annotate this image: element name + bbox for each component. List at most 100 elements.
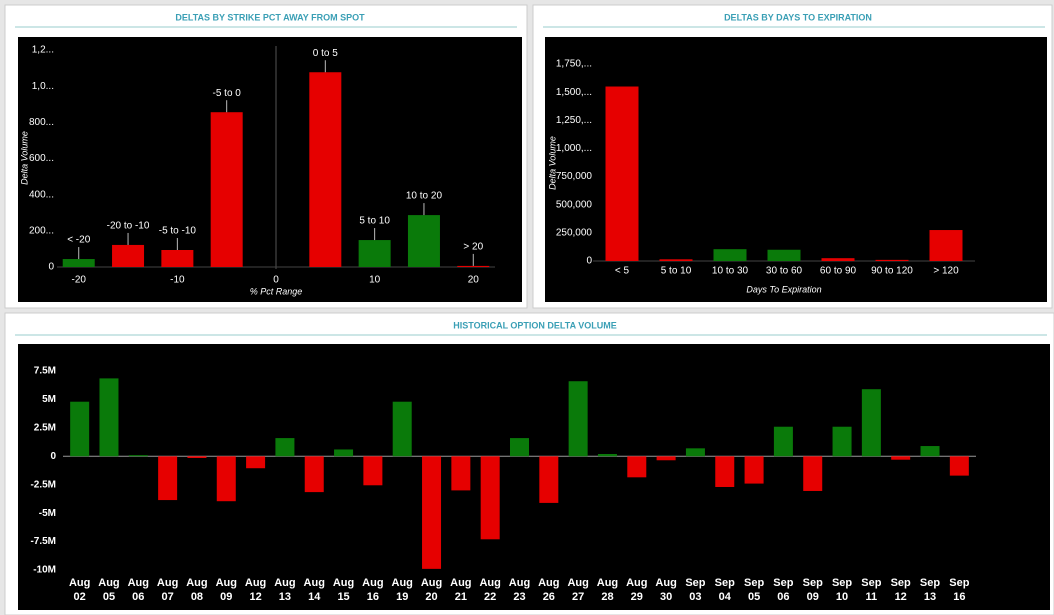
x-tick-label: Sep 06 xyxy=(773,577,794,603)
x-tick-label: Aug 26 xyxy=(538,577,560,603)
x-tick-label: 60 to 90 xyxy=(820,266,857,277)
y-tick-label: -7.5M xyxy=(30,536,56,547)
y-tick-label: 1,0... xyxy=(32,81,54,92)
bar xyxy=(891,456,911,460)
x-tick-label: 0 xyxy=(273,275,279,286)
bar xyxy=(112,244,145,267)
data-label: 5 to 10 xyxy=(359,216,390,227)
x-tick-label: Aug 09 xyxy=(215,577,237,603)
x-axis-label: Days To Expiration xyxy=(746,284,821,294)
bar xyxy=(821,258,855,261)
bar xyxy=(949,456,969,476)
bar xyxy=(832,426,852,457)
y-tick-label: -2.5M xyxy=(30,479,56,490)
bar xyxy=(861,389,881,457)
bar xyxy=(875,259,909,261)
x-tick-label: Sep 09 xyxy=(802,577,823,603)
bar xyxy=(99,378,119,457)
bar xyxy=(929,230,963,261)
bar xyxy=(451,456,471,491)
x-tick-label: Aug 23 xyxy=(508,577,531,603)
y-tick-label: 600... xyxy=(29,153,54,164)
x-tick-label: 5 to 10 xyxy=(661,266,692,277)
y-tick-label: -5M xyxy=(39,508,56,519)
y-tick-label: 1,750,... xyxy=(556,59,592,70)
bar xyxy=(803,456,823,491)
x-tick-label: Aug 16 xyxy=(362,577,384,603)
x-tick-label: Aug 05 xyxy=(98,577,120,603)
x-tick-label: Sep 05 xyxy=(743,577,765,603)
bar xyxy=(187,456,207,458)
data-label: 0 to 5 xyxy=(313,48,338,59)
bar xyxy=(659,259,693,261)
y-tick-label: 2.5M xyxy=(34,422,56,433)
bar xyxy=(539,456,559,503)
x-tick-label: -20 xyxy=(72,275,87,286)
x-tick-label: Sep 04 xyxy=(714,577,735,603)
data-label: -5 to -10 xyxy=(159,226,197,237)
x-axis-label: % Pct Range xyxy=(250,286,303,296)
x-tick-label: Aug 02 xyxy=(68,577,91,603)
y-tick-label: 200... xyxy=(29,225,54,236)
data-label: < -20 xyxy=(67,235,91,246)
x-tick-label: Aug 20 xyxy=(420,577,443,603)
bar xyxy=(457,265,490,267)
bar xyxy=(128,455,148,457)
bar xyxy=(363,456,383,486)
y-tick-label: 750,000 xyxy=(556,171,593,182)
y-tick-label: 800... xyxy=(29,117,54,128)
bar xyxy=(767,249,801,261)
x-tick-label: Aug 13 xyxy=(274,577,296,603)
y-tick-label: 7.5M xyxy=(34,366,56,377)
chart-title: DELTAS BY DAYS TO EXPIRATION xyxy=(724,12,872,22)
y-tick-label: 1,2... xyxy=(32,45,54,56)
bar xyxy=(605,86,639,261)
data-label: 10 to 20 xyxy=(406,191,443,202)
y-tick-label: 250,000 xyxy=(556,227,593,238)
chart-title: HISTORICAL OPTION DELTA VOLUME xyxy=(453,320,617,330)
bar xyxy=(597,454,617,457)
x-tick-label: Aug 22 xyxy=(479,577,501,603)
y-tick-label: 1,500,... xyxy=(556,87,592,98)
x-tick-label: Aug 07 xyxy=(156,577,179,603)
data-label: > 20 xyxy=(463,242,483,253)
x-tick-label: Sep 13 xyxy=(919,577,941,603)
bar xyxy=(627,456,647,478)
x-tick-label: Aug 28 xyxy=(596,577,619,603)
bar xyxy=(216,456,236,502)
x-tick-label: Sep 03 xyxy=(685,577,706,603)
bar xyxy=(334,449,354,457)
bar xyxy=(161,250,194,267)
y-tick-label: 400... xyxy=(29,189,54,200)
bar xyxy=(304,456,324,493)
y-tick-label: 500,000 xyxy=(556,199,593,210)
x-tick-label: Aug 29 xyxy=(626,577,648,603)
x-tick-label: Aug 06 xyxy=(127,577,149,603)
x-tick-label: 30 to 60 xyxy=(766,266,803,277)
y-tick-label: 0 xyxy=(48,262,54,273)
bar xyxy=(656,456,676,461)
data-label: -5 to 0 xyxy=(213,88,242,99)
y-tick-label: 0 xyxy=(50,451,56,462)
bar xyxy=(70,401,90,457)
x-tick-label: 10 to 30 xyxy=(712,266,749,277)
bar xyxy=(62,259,95,267)
x-tick-label: 10 xyxy=(369,275,381,286)
y-tick-label: 1,000,... xyxy=(556,143,592,154)
x-tick-label: Sep 16 xyxy=(949,577,970,603)
bar xyxy=(358,240,391,267)
y-tick-label: 5M xyxy=(42,394,56,405)
x-tick-label: Aug 30 xyxy=(655,577,677,603)
x-tick-label: Aug 14 xyxy=(303,577,325,603)
x-tick-label: Aug 12 xyxy=(244,577,267,603)
y-tick-label: 0 xyxy=(586,256,592,267)
bar xyxy=(275,438,295,457)
bar xyxy=(920,446,940,457)
y-tick-label: -10M xyxy=(33,565,56,576)
x-tick-label: Sep 12 xyxy=(890,577,911,603)
plot-area xyxy=(18,344,1050,610)
bar xyxy=(715,456,735,487)
bar xyxy=(773,426,793,457)
